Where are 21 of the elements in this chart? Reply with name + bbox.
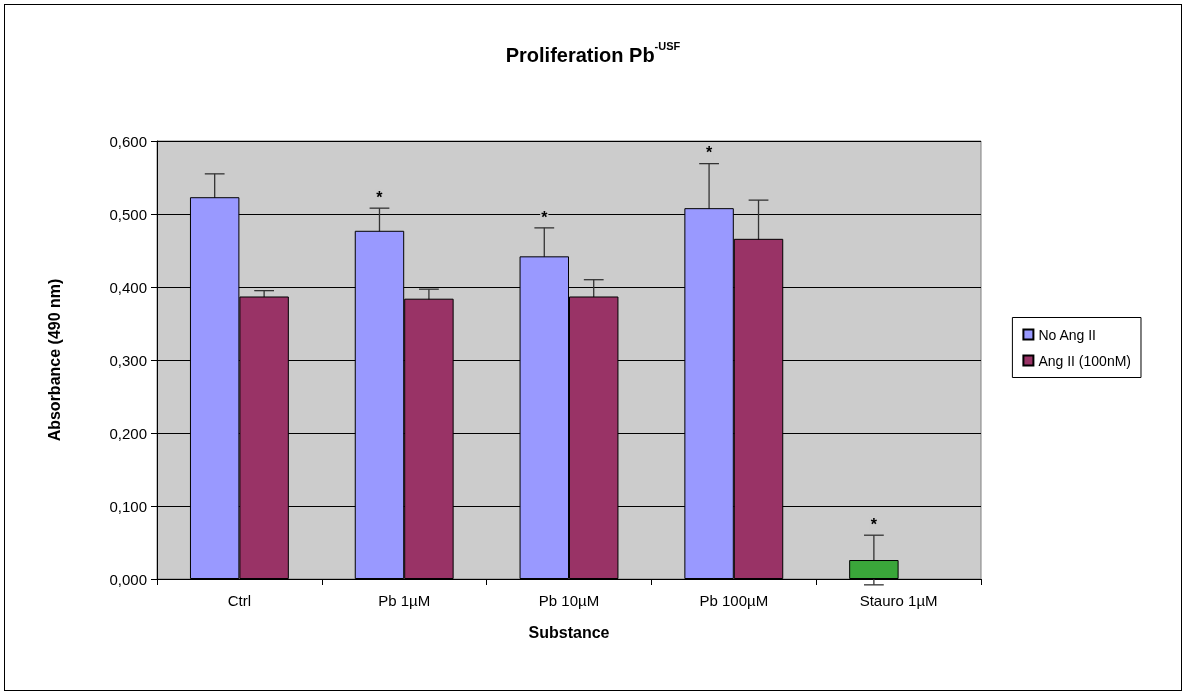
- x-tick-label: Pb 1µM: [378, 592, 431, 609]
- legend-label: No Ang II: [1038, 326, 1096, 343]
- x-tick-label: Pb 100µM: [699, 592, 769, 609]
- x-tick-label: Pb 10µM: [538, 592, 600, 609]
- y-tick-label: 0,100: [109, 497, 147, 515]
- legend-label: Ang II (100nM): [1038, 352, 1132, 369]
- data-label: *: [870, 515, 878, 533]
- x-axis-title: Substance: [528, 623, 610, 641]
- y-tick-label: 0,400: [109, 278, 147, 296]
- data-label: *: [376, 188, 384, 206]
- x-tick-label: Stauro 1µM: [859, 592, 938, 609]
- y-tick-label: 0,000: [109, 570, 147, 588]
- y-tick-label: 0,200: [109, 424, 147, 442]
- data-label: *: [705, 144, 713, 162]
- x-tick-label: Ctrl: [227, 592, 252, 609]
- y-tick-label: 0,500: [109, 205, 147, 223]
- y-tick-label: 0,300: [109, 351, 147, 369]
- data-label: *: [541, 208, 549, 226]
- y-axis-title: Absorbance (490 nm): [45, 278, 63, 442]
- bar: [849, 560, 899, 579]
- y-tick-label: 0,600: [109, 132, 147, 150]
